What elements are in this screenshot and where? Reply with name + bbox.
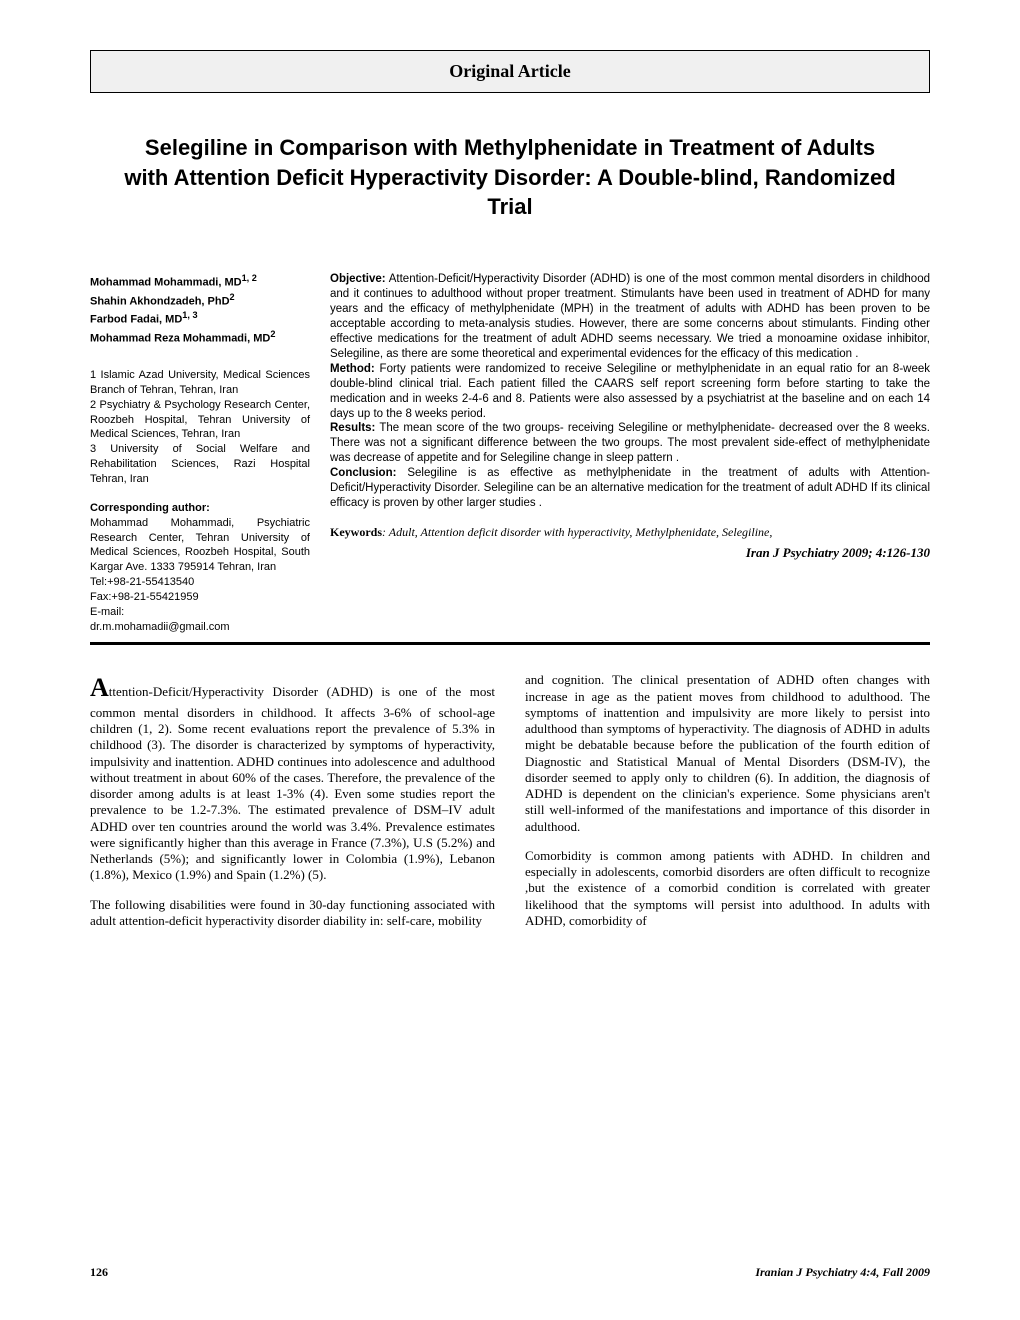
- keywords: Keywords: Adult, Attention deficit disor…: [330, 525, 930, 541]
- body-columns: Attention-Deficit/Hyperactivity Disorder…: [90, 659, 930, 942]
- email: dr.m.mohamadii@gmail.com: [90, 620, 310, 635]
- body-para-1: Attention-Deficit/Hyperactivity Disorder…: [90, 672, 495, 883]
- abstract: Objective: Attention-Deficit/Hyperactivi…: [330, 272, 930, 634]
- fax: Fax:+98-21-55421959: [90, 590, 310, 605]
- tel: Tel:+98-21-55413540: [90, 575, 310, 590]
- body-para-3: and cognition. The clinical presentation…: [525, 672, 930, 835]
- abstract-results: Results: The mean score of the two group…: [330, 421, 930, 466]
- article-type-box: Original Article: [90, 50, 930, 93]
- sidebar: Mohammad Mohammadi, MD1, 2 Shahin Akhond…: [90, 272, 310, 634]
- abstract-conclusion: Conclusion: Selegiline is as effective a…: [330, 466, 930, 511]
- paper-title: Selegiline in Comparison with Methylphen…: [120, 133, 900, 222]
- author-1: Mohammad Mohammadi, MD1, 2: [90, 272, 310, 291]
- body-col-left: Attention-Deficit/Hyperactivity Disorder…: [90, 659, 495, 942]
- abstract-method: Method: Forty patients were randomized t…: [330, 362, 930, 422]
- footer: 126 Iranian J Psychiatry 4:4, Fall 2009: [90, 1265, 930, 1280]
- abstract-objective: Objective: Attention-Deficit/Hyperactivi…: [330, 272, 930, 362]
- author-3: Farbod Fadai, MD1, 3: [90, 309, 310, 328]
- header-columns: Mohammad Mohammadi, MD1, 2 Shahin Akhond…: [90, 272, 930, 634]
- body-para-2: The following disabilities were found in…: [90, 897, 495, 930]
- corresponding-block: Corresponding author: Mohammad Mohammadi…: [90, 501, 310, 635]
- author-4: Mohammad Reza Mohammadi, MD2: [90, 328, 310, 347]
- affil-1: 1 Islamic Azad University, Medical Scien…: [90, 368, 310, 398]
- dropcap: A: [90, 673, 109, 702]
- body-col-right: and cognition. The clinical presentation…: [525, 659, 930, 942]
- journal-footer: Iranian J Psychiatry 4:4, Fall 2009: [755, 1265, 930, 1280]
- body-para-4: Comorbidity is common among patients wit…: [525, 848, 930, 929]
- author-2: Shahin Akhondzadeh, PhD2: [90, 291, 310, 310]
- corresponding-header: Corresponding author:: [90, 501, 310, 516]
- corresponding-text: Mohammad Mohammadi, Psychiatric Research…: [90, 516, 310, 575]
- affiliations: 1 Islamic Azad University, Medical Scien…: [90, 368, 310, 487]
- authors-block: Mohammad Mohammadi, MD1, 2 Shahin Akhond…: [90, 272, 310, 346]
- page-number: 126: [90, 1265, 108, 1280]
- article-type: Original Article: [449, 61, 570, 81]
- affil-2: 2 Psychiatry & Psychology Research Cente…: [90, 398, 310, 443]
- citation: Iran J Psychiatry 2009; 4:126-130: [330, 545, 930, 562]
- affil-3: 3 University of Social Welfare and Rehab…: [90, 442, 310, 487]
- email-label: E-mail:: [90, 605, 310, 620]
- divider-rule: [90, 642, 930, 645]
